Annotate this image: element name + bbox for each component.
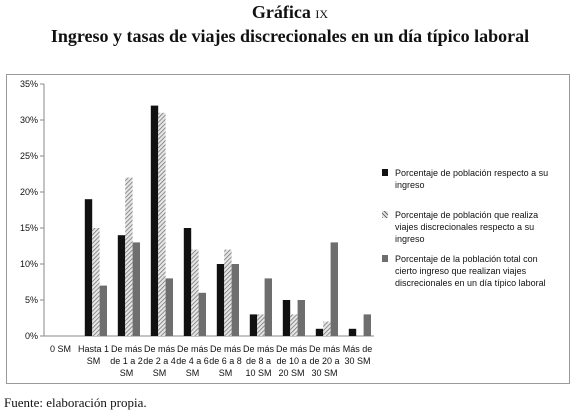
y-tick-label: 5%	[25, 295, 38, 305]
y-tick-label: 35%	[20, 79, 38, 89]
x-tick-label-line: 30 SM	[311, 368, 337, 378]
x-tick-label-line: Hasta 1	[78, 344, 109, 354]
bar-series-1	[282, 300, 291, 336]
x-tick-label: De más de 10 a 20 SM	[276, 344, 308, 378]
figure-header: Gráfica ix Ingreso y tasas de viajes dis…	[0, 2, 580, 47]
y-tick-label: 25%	[20, 151, 38, 161]
x-tick-label-line: de 10 a	[276, 356, 306, 366]
chart-bars	[84, 105, 371, 336]
bar-series-3	[132, 242, 140, 336]
bar-series-2	[92, 228, 100, 336]
chart-axes: 0% 5% 10% 15% 20% 25% 30% 35%	[20, 79, 374, 341]
legend-swatch	[382, 169, 388, 176]
figure-number: ix	[315, 3, 329, 22]
legend-swatch	[382, 255, 388, 262]
bar-series-1	[216, 264, 225, 336]
figure-title: Ingreso y tasas de viajes discrecionales…	[50, 26, 530, 46]
x-tick-label-line: de 4 a 6	[176, 356, 209, 366]
x-tick-label-line: Más de	[343, 344, 373, 354]
x-tick-label-line: De más	[210, 344, 242, 354]
bar-series-2	[224, 249, 232, 336]
x-tick-label-line: SM	[186, 368, 200, 378]
y-tick-label: 0%	[25, 331, 38, 341]
x-tick-label-line: SM	[219, 368, 233, 378]
bar-series-1	[315, 328, 324, 336]
legend-label: Porcentaje de población respecto a su in…	[395, 168, 549, 190]
x-tick-label-line: de 6 a 8	[209, 356, 242, 366]
x-tick-label-line: de 1 a 2	[110, 356, 143, 366]
x-tick-label-line: De más	[309, 344, 341, 354]
x-tick-label-line: 20 SM	[278, 368, 304, 378]
x-tick-label-line: De más	[243, 344, 275, 354]
y-tick-label: 10%	[20, 259, 38, 269]
x-tick-label-line: de 20 a	[309, 356, 339, 366]
x-tick-label-line: De más	[144, 344, 176, 354]
x-tick-label-line: De más	[177, 344, 209, 354]
x-tick-label: Hasta 1 SM	[78, 344, 109, 366]
bar-series-1	[84, 199, 93, 336]
bar-series-2	[125, 177, 133, 336]
chart-frame	[6, 74, 570, 384]
bar-series-1	[249, 314, 258, 336]
x-tick-label-line: de 8 a	[246, 356, 271, 366]
x-tick-label: 0 SM	[50, 344, 71, 354]
bar-series-2	[158, 112, 166, 336]
y-tick-label: 30%	[20, 115, 38, 125]
y-tick-label: 15%	[20, 223, 38, 233]
figure-label: Gráfica ix	[0, 2, 580, 23]
figure-label-word: Gráfica	[251, 2, 311, 22]
bar-series-3	[363, 314, 371, 336]
y-tick-label: 20%	[20, 187, 38, 197]
x-tick-label: De más de 1 a 2 SM	[110, 344, 143, 378]
legend-label: Porcentaje de la población total con cie…	[395, 254, 546, 288]
bar-series-2	[257, 314, 265, 336]
x-tick-label-line: de 2 a 4	[143, 356, 176, 366]
x-tick-label-line: De más	[111, 344, 143, 354]
bar-series-1	[117, 235, 126, 336]
bar-series-1	[150, 105, 159, 336]
bar-series-3	[231, 264, 239, 336]
source-note: Fuente: elaboración propia.	[4, 395, 147, 410]
x-tick-label-line: 30 SM	[344, 356, 370, 366]
bar-series-1	[183, 228, 192, 336]
x-tick-label: Más de 30 SM	[343, 344, 373, 366]
x-tick-label-line: 10 SM	[245, 368, 271, 378]
bar-series-2	[323, 321, 331, 336]
bar-series-3	[264, 278, 272, 336]
x-tick-label: De más de 4 a 6 SM	[176, 344, 209, 378]
legend-swatch	[382, 211, 388, 218]
bar-series-3	[297, 300, 305, 336]
x-tick-label-line: SM	[120, 368, 134, 378]
x-tick-label-line: 0 SM	[50, 344, 71, 354]
bar-series-3	[198, 292, 206, 336]
bar-series-1	[348, 328, 357, 336]
x-tick-label-line: De más	[276, 344, 308, 354]
x-tick-label-line: SM	[153, 368, 167, 378]
bar-series-2	[290, 314, 298, 336]
x-tick-label: De más de 20 a 30 SM	[309, 344, 341, 378]
bar-series-3	[330, 242, 338, 336]
bar-series-3	[99, 285, 107, 336]
x-tick-label-line: SM	[87, 356, 101, 366]
legend-label: Porcentaje de población que realiza viaj…	[395, 210, 539, 244]
bar-series-3	[165, 278, 173, 336]
bar-series-2	[191, 249, 199, 336]
x-tick-label: De más de 2 a 4 SM	[143, 344, 176, 378]
x-tick-label: De más de 8 a 10 SM	[243, 344, 275, 378]
x-tick-label: De más de 6 a 8 SM	[209, 344, 242, 378]
